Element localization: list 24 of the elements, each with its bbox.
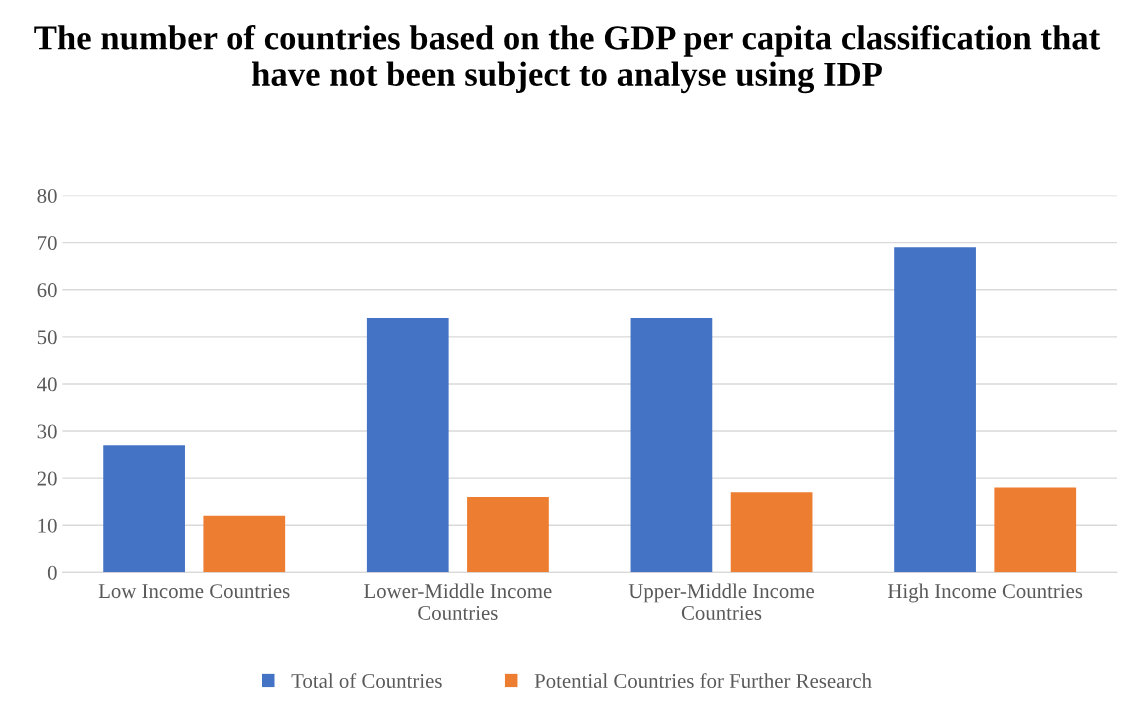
legend-label: Total of Countries [291, 673, 442, 689]
bar [467, 496, 549, 573]
y-tick-label: 30 [37, 424, 57, 439]
bar [730, 492, 813, 573]
x-tick-label: Upper-Middle Income Countries [628, 583, 815, 620]
y-tick-label: 70 [38, 236, 57, 251]
legend-label: Potential Countries for Further Research [534, 673, 872, 689]
bar [103, 445, 185, 573]
x-tick-label: High Income Countries [887, 583, 1083, 603]
bar [994, 487, 1077, 573]
bar [630, 317, 713, 573]
chart-title: The number of countries based on the GDP per capita classification that have not been subject to analyse using IDP [34, 24, 1101, 94]
y-tick-label: 10 [38, 518, 57, 533]
y-tick-label: 0 [47, 565, 57, 580]
bar [894, 247, 976, 573]
y-tick-label: 20 [37, 471, 57, 486]
y-tick-label: 40 [37, 377, 57, 392]
bar [366, 317, 449, 573]
y-tick-label: 60 [37, 283, 57, 298]
y-tick-label: 80 [37, 188, 57, 203]
bar [203, 515, 286, 573]
x-tick-label: Lower-Middle Income Countries [364, 583, 552, 620]
y-tick-label: 50 [37, 330, 57, 345]
x-tick-label: Low Income Countries [98, 584, 290, 599]
